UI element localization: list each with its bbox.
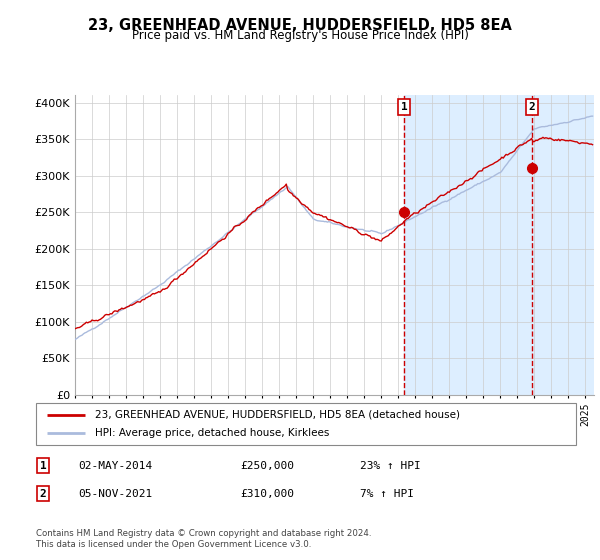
- Text: 7% ↑ HPI: 7% ↑ HPI: [360, 489, 414, 499]
- Text: 23% ↑ HPI: 23% ↑ HPI: [360, 461, 421, 471]
- Text: £250,000: £250,000: [240, 461, 294, 471]
- Bar: [404, 95, 594, 395]
- Text: 2: 2: [40, 489, 47, 499]
- Text: 2: 2: [529, 102, 535, 112]
- Text: 05-NOV-2021: 05-NOV-2021: [78, 489, 152, 499]
- Text: 1: 1: [401, 102, 407, 112]
- Text: Contains HM Land Registry data © Crown copyright and database right 2024.
This d: Contains HM Land Registry data © Crown c…: [36, 529, 371, 549]
- Text: 23, GREENHEAD AVENUE, HUDDERSFIELD, HD5 8EA (detached house): 23, GREENHEAD AVENUE, HUDDERSFIELD, HD5 …: [95, 410, 460, 420]
- Text: HPI: Average price, detached house, Kirklees: HPI: Average price, detached house, Kirk…: [95, 428, 330, 438]
- Text: £310,000: £310,000: [240, 489, 294, 499]
- Text: Price paid vs. HM Land Registry's House Price Index (HPI): Price paid vs. HM Land Registry's House …: [131, 29, 469, 42]
- Text: 1: 1: [40, 461, 47, 471]
- Text: 02-MAY-2014: 02-MAY-2014: [78, 461, 152, 471]
- Text: 23, GREENHEAD AVENUE, HUDDERSFIELD, HD5 8EA: 23, GREENHEAD AVENUE, HUDDERSFIELD, HD5 …: [88, 18, 512, 33]
